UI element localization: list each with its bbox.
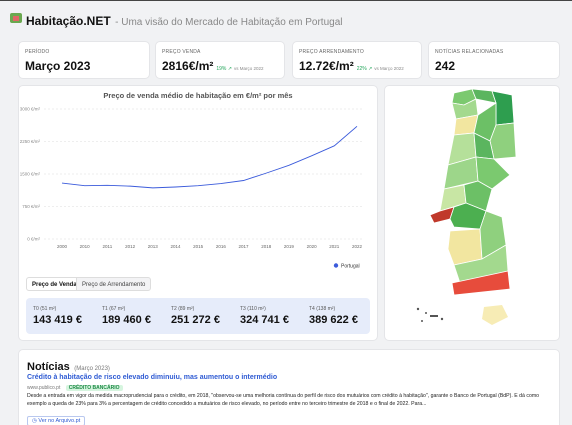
district	[451, 270, 511, 296]
typology: T1 (67 m²) 189 460 €	[102, 306, 151, 326]
x-tick-label: 2015	[193, 244, 204, 249]
typology: T4 (138 m²) 389 622 €	[309, 306, 358, 326]
typology-label: T2 (89 m²)	[171, 306, 195, 312]
kpi-card: PREÇO ARRENDAMENTO 12.72€/m² 22% ↗ vs Març…	[292, 41, 422, 79]
kpi-card: PERÍODO Março 2023	[18, 41, 150, 79]
typology-value: 189 460 €	[102, 314, 151, 326]
x-tick-label: 2014	[170, 244, 181, 249]
y-tick-label: 1500 €/m²	[20, 172, 41, 177]
district	[429, 206, 455, 224]
district	[479, 210, 507, 260]
district	[489, 122, 517, 160]
districts	[429, 88, 517, 296]
x-tick-label: 2012	[125, 244, 136, 249]
logo-icon	[10, 13, 22, 23]
kpi-label: NOTÍCIAS RELACIONADAS	[435, 49, 504, 55]
x-tick-label: 2013	[148, 244, 159, 249]
x-tick-label: 2010	[80, 244, 91, 249]
news-period: (Março 2023)	[74, 366, 110, 372]
kpi-value: 2816€/m²	[162, 59, 214, 73]
madeira	[482, 305, 508, 325]
typology: T3 (110 m²) 324 741 €	[240, 306, 289, 326]
typology-value: 143 419 €	[33, 314, 82, 326]
y-tick-label: 2250 €/m²	[20, 139, 41, 144]
x-tick-label: 2017	[239, 244, 250, 249]
x-tick-label: 2020	[307, 244, 318, 249]
typology-label: T4 (138 m²)	[309, 306, 336, 312]
button-icon: ◷	[32, 418, 39, 424]
x-tick-label: 2016	[216, 244, 227, 249]
typology-box	[26, 298, 370, 334]
line-series	[61, 125, 358, 189]
news-title: Notícias	[27, 361, 70, 373]
chart: Preço de venda médio de habitação em €/m…	[20, 91, 363, 270]
kpi-value: Março 2023	[25, 59, 91, 73]
district	[463, 180, 493, 212]
y-tick-label: 3000 €/m²	[20, 107, 41, 112]
kpi-change: 19% ↗	[216, 66, 232, 72]
legend-label: Portugal	[341, 264, 360, 270]
typology: T0 (51 m²) 143 419 €	[33, 306, 82, 326]
typology-label: T1 (67 m²)	[102, 306, 126, 312]
kpi-value-row: 12.72€/m² 22% ↗ vs Março 2022	[299, 59, 404, 73]
header: Habitação.NET - Uma visão do Mercado de …	[26, 12, 342, 30]
tab[interactable]: Preço de Arrendamento	[76, 277, 152, 291]
kpi-card: NOTÍCIAS RELACIONADAS 242	[428, 41, 560, 79]
x-tick-label: 2018	[261, 244, 272, 249]
kpi-label: PERÍODO	[25, 49, 50, 55]
button-label: Ver no Arquivo.pt	[38, 418, 81, 424]
x-tick-label: 2019	[284, 244, 295, 249]
typology: T2 (89 m²) 251 272 €	[171, 306, 220, 326]
kpi-label: PREÇO ARRENDAMENTO	[299, 49, 364, 55]
district	[447, 228, 483, 266]
tab[interactable]: Preço de Venda	[26, 277, 83, 291]
y-tick-label: 750 €/m²	[22, 204, 40, 209]
kpi-value: 12.72€/m²	[299, 59, 354, 73]
site-title: Habitação.NET	[26, 14, 111, 28]
news-card: Notícias (Março 2023) Crédito à habitaçã…	[18, 349, 560, 425]
news-text: Desde a entrada em vigor da medida macro…	[27, 393, 540, 407]
kpi-compare: vs Março 2022	[374, 66, 404, 71]
district	[475, 156, 511, 190]
typology-value: 251 272 €	[171, 314, 220, 326]
news-meta: www.publico.pt CRÉDITO BANCÁRIO	[27, 385, 123, 391]
kpi-compare: vs Março 2022	[233, 66, 264, 71]
typology-value: 324 741 €	[240, 314, 289, 326]
x-tick-label: 2000	[57, 244, 68, 249]
news-header: Notícias (Março 2023)	[27, 357, 110, 375]
site-subtitle: - Uma visão do Mercado de Habitação em P…	[115, 17, 343, 28]
typology-label: T0 (51 m²)	[33, 306, 57, 312]
x-tick-label: 2022	[352, 244, 363, 249]
kpi-value-row: 2816€/m² 19% ↗ vs Março 2022	[162, 59, 263, 73]
news-button[interactable]: ◷ Ver no Arquivo.pt	[27, 416, 86, 425]
chart-title: Preço de venda médio de habitação em €/m…	[103, 91, 292, 100]
kpi-label: PREÇO VENDA	[162, 49, 201, 55]
kpi-change: 22% ↗	[356, 66, 373, 72]
news-source: www.publico.pt	[27, 385, 61, 391]
x-tick-label: 2011	[103, 244, 113, 249]
legend-marker	[333, 263, 339, 268]
news-headline[interactable]: Crédito à habitação de risco elevado dim…	[27, 374, 278, 381]
x-tick-label: 2021	[329, 244, 340, 249]
map	[416, 88, 517, 325]
kpi-value: 242	[435, 59, 456, 73]
typology-label: T3 (110 m²)	[240, 306, 266, 312]
news-tag: CRÉDITO BANCÁRIO	[65, 385, 123, 391]
typology-value: 389 622 €	[309, 314, 358, 326]
y-tick-label: 0 €/m²	[27, 237, 40, 242]
kpi-card: PREÇO VENDA 2816€/m² 19% ↗ vs Março 2022	[155, 41, 285, 79]
azores	[416, 307, 444, 322]
district	[451, 98, 479, 120]
